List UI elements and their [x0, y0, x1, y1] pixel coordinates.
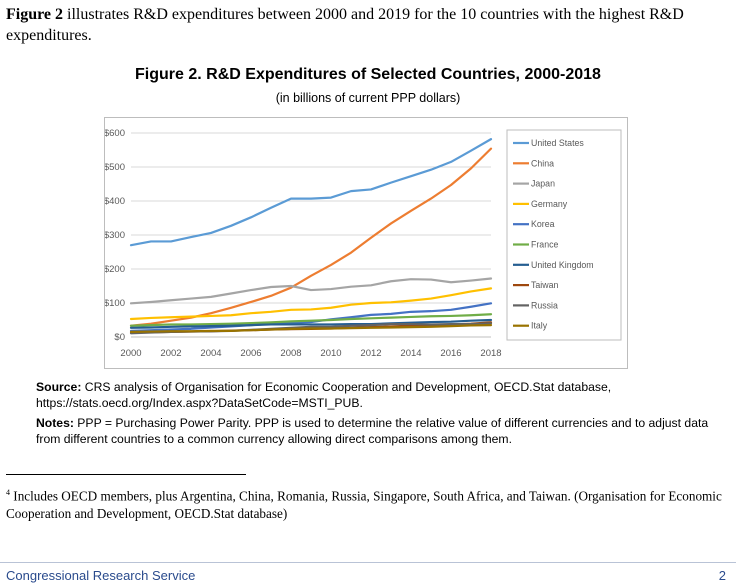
legend-label-korea: Korea — [531, 219, 555, 229]
legend-label-united-states: United States — [531, 138, 584, 148]
footnote-divider — [6, 474, 246, 475]
series-line-france — [129, 313, 493, 327]
notes-note: Notes: PPP = Purchasing Power Parity. PP… — [36, 415, 728, 447]
footer-divider — [0, 562, 736, 563]
x-tick-label: 2018 — [480, 348, 501, 359]
y-tick-label: $600 — [105, 128, 125, 139]
footer-publisher: Congressional Research Service — [6, 568, 196, 583]
y-tick-label: $100 — [105, 298, 125, 309]
series-line-united-states — [129, 138, 493, 247]
line-chart: $0 $100 $200 $300 $400 $500 $600 2000 2002 2004 20… — [104, 117, 628, 369]
x-tick-label: 2010 — [320, 348, 341, 359]
x-tick-label: 2008 — [280, 348, 301, 359]
series-line-united-kingdom — [129, 318, 493, 329]
x-tick-label: 2014 — [400, 348, 421, 359]
legend-label-taiwan: Taiwan — [531, 280, 558, 290]
y-tick-label: $400 — [105, 196, 125, 207]
source-label: Source: — [36, 380, 82, 394]
footnote-text: Includes OECD members, plus Argentina, C… — [6, 488, 722, 522]
legend: United States China Japan Germany Korea Franc… — [513, 138, 594, 331]
axes: $0 $100 $200 $300 $400 $500 $600 2000 2002 2004 20… — [105, 128, 502, 359]
legend-label-france: France — [531, 240, 558, 250]
legend-box — [506, 129, 622, 341]
intro-text: illustrates R&D expenditures between 200… — [6, 6, 684, 44]
page-number: 2 — [718, 568, 726, 583]
notes-label: Notes: — [36, 416, 74, 430]
chart-canvas: $0 $100 $200 $300 $400 $500 $600 2000 2002 2004 20… — [105, 128, 622, 359]
x-tick-label: 2000 — [120, 348, 141, 359]
y-tick-label: $300 — [105, 230, 125, 241]
grid-lines — [131, 132, 491, 338]
figure-subtitle: (in billions of current PPP dollars) — [275, 91, 461, 105]
intro-paragraph: Figure 2 illustrates R&D expenditures be… — [6, 4, 726, 46]
x-tick-label: 2006 — [240, 348, 261, 359]
series-line-korea — [129, 302, 493, 332]
x-tick-label: 2002 — [160, 348, 181, 359]
legend-label-japan: Japan — [531, 179, 555, 189]
y-tick-label: $200 — [105, 264, 125, 275]
source-text: CRS analysis of Organisation for Economi… — [36, 380, 612, 410]
legend-label-russia: Russia — [531, 300, 558, 310]
series-lines — [129, 138, 493, 335]
y-tick-label: $0 — [114, 332, 125, 343]
legend-label-united-kingdom: United Kingdom — [531, 260, 594, 270]
series-line-germany — [129, 287, 493, 321]
figure-reference: Figure 2 — [6, 6, 64, 23]
x-tick-label: 2004 — [200, 348, 221, 359]
legend-label-italy: Italy — [531, 321, 548, 331]
x-tick-label: 2012 — [360, 348, 381, 359]
source-note: Source: CRS analysis of Organisation for… — [36, 379, 728, 411]
footnote: 4 Includes OECD members, plus Argentina,… — [6, 484, 726, 523]
series-line-italy — [129, 324, 493, 333]
notes-text: PPP = Purchasing Power Parity. PPP is us… — [36, 416, 709, 446]
x-tick-label: 2016 — [440, 348, 461, 359]
legend-label-germany: Germany — [531, 199, 568, 209]
series-line-japan — [129, 277, 493, 305]
figure-title: Figure 2. R&D Expenditures of Selected C… — [135, 66, 601, 83]
legend-label-china: China — [531, 158, 554, 168]
footnote-marker: 4 — [6, 488, 10, 497]
y-tick-label: $500 — [105, 162, 125, 173]
figure-notes: Source: CRS analysis of Organisation for… — [36, 379, 728, 451]
